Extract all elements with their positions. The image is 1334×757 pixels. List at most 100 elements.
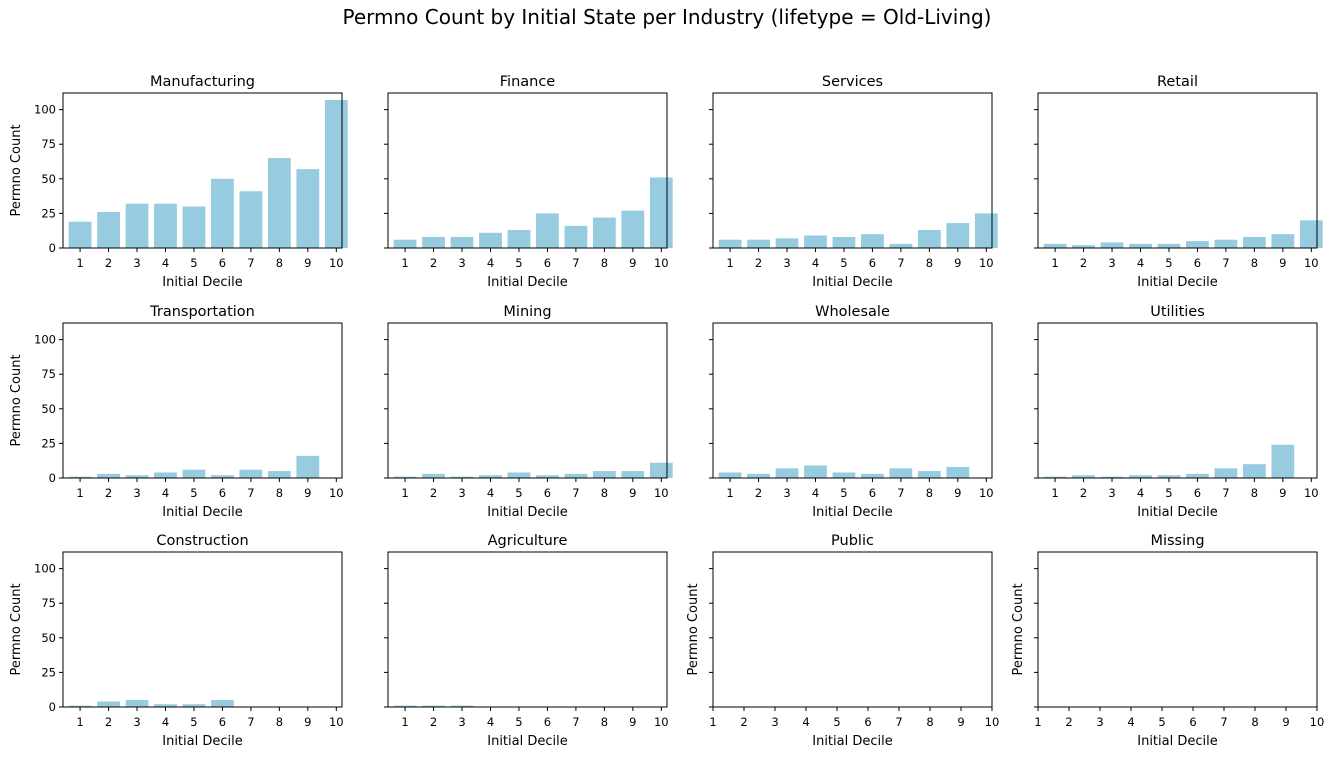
panel-12-axes-frame <box>1037 551 1318 708</box>
panel-1-ytick-label: 50 <box>41 172 56 186</box>
panel-2-bar-7 <box>564 225 588 248</box>
panel-3-bar-7 <box>889 243 913 248</box>
panel-5-ylabel: Permno Count <box>9 354 24 446</box>
panel-9-xtick-label: 7 <box>247 715 254 729</box>
panel-2-xtick-label: 6 <box>544 256 551 270</box>
panel-3-title: Services <box>822 74 883 90</box>
panel-10-xtick-label: 5 <box>515 715 522 729</box>
panel-11-xlabel: Initial Decile <box>812 734 892 749</box>
panel-5-xtick-label: 6 <box>219 486 226 500</box>
panel-8-xtick-label: 6 <box>1194 486 1201 500</box>
panel-6-xtick-label: 4 <box>487 486 494 500</box>
panel-7-bar-3 <box>775 468 799 478</box>
panel-12-xtick-label: 9 <box>1282 715 1289 729</box>
panel-6-bar-10 <box>649 462 673 478</box>
panel-1-ytick-label: 75 <box>41 137 56 151</box>
panel-2: 1 2 3 4 5 6 7 8 9 10 Finance Initial Decile <box>384 74 673 290</box>
panel-1-xtick-label: 6 <box>219 256 226 270</box>
panel-2-bar-2 <box>422 236 445 248</box>
panel-5-bar-9 <box>296 455 320 478</box>
panel-3: 1 2 3 4 5 6 7 8 9 10 Services Initial Decile <box>709 74 998 290</box>
panel-5-title: Transportation <box>149 304 255 320</box>
panel-11-xtick-label: 1 <box>709 715 716 729</box>
panel-8-xtick-label: 2 <box>1080 486 1087 500</box>
panel-6-xtick-label: 7 <box>572 486 579 500</box>
panel-3-bar-9 <box>946 223 970 248</box>
panel-2-bar-10 <box>649 177 673 248</box>
panel-4-xtick-label: 8 <box>1251 256 1258 270</box>
panel-1-bar-5 <box>182 206 206 248</box>
panel-11-xtick-label: 9 <box>957 715 964 729</box>
panel-4-bar-4 <box>1129 243 1152 248</box>
panel-8-bar-5 <box>1157 475 1181 478</box>
panel-4-xtick-label: 6 <box>1194 256 1201 270</box>
figure-title: Permno Count by Initial State per Indust… <box>342 5 992 29</box>
panel-3-bar-3 <box>775 238 799 248</box>
panel-8-xtick-label: 9 <box>1279 486 1286 500</box>
panel-7-bar-4 <box>804 465 827 478</box>
panel-9-ytick-label: 0 <box>49 700 56 714</box>
panel-2-xtick-label: 3 <box>458 256 465 270</box>
panel-11-title: Public <box>831 533 874 549</box>
panel-11-xtick-label: 5 <box>833 715 840 729</box>
panel-3-xtick-label: 6 <box>869 256 876 270</box>
panel-5-ytick-label: 100 <box>34 333 56 347</box>
panel-7-xtick-label: 6 <box>869 486 876 500</box>
panel-1-ylabel: Permno Count <box>9 124 24 216</box>
panel-12-xtick-label: 8 <box>1251 715 1258 729</box>
panel-1-bar-9 <box>296 169 320 248</box>
panel-6-xtick-label: 9 <box>629 486 636 500</box>
panel-8-title: Utilities <box>1150 304 1205 320</box>
panel-4-bar-9 <box>1271 234 1295 248</box>
panel-9-bar-4 <box>154 704 177 707</box>
panel-3-xtick-label: 8 <box>926 256 933 270</box>
panel-1-xtick-label: 10 <box>329 256 344 270</box>
panel-2-bar-6 <box>536 213 559 248</box>
panel-7-xtick-label: 8 <box>926 486 933 500</box>
panel-11-xtick-label: 8 <box>926 715 933 729</box>
panel-2-xtick-label: 9 <box>629 256 636 270</box>
panel-6-xtick-label: 6 <box>544 486 551 500</box>
panel-12-xtick-label: 2 <box>1065 715 1072 729</box>
panel-12-title: Missing <box>1150 533 1204 549</box>
panel-8-xtick-label: 5 <box>1165 486 1172 500</box>
panel-6-xtick-label: 3 <box>458 486 465 500</box>
panel-5-bar-2 <box>97 473 120 478</box>
panel-12-xtick-label: 5 <box>1158 715 1165 729</box>
panel-9-axes-frame <box>62 551 343 708</box>
panel-5-xtick-label: 5 <box>190 486 197 500</box>
panel-5-xtick-label: 10 <box>329 486 344 500</box>
panel-6-title: Mining <box>503 304 551 320</box>
panel-1: 0 25 50 75 100 1 2 3 4 5 6 7 8 9 10 Manufacturing Initia… <box>9 74 348 290</box>
panel-8-xlabel: Initial Decile <box>1137 505 1217 520</box>
panel-5-xtick-label: 1 <box>76 486 83 500</box>
panel-3-xtick-label: 4 <box>812 256 819 270</box>
panel-2-bar-3 <box>450 236 474 248</box>
panel-6-bar-5 <box>507 472 531 478</box>
panel-1-title: Manufacturing <box>150 74 255 90</box>
panel-9-ytick-label: 100 <box>34 562 56 576</box>
panel-10-xtick-label: 10 <box>654 715 669 729</box>
panel-6-xtick-label: 5 <box>515 486 522 500</box>
panel-11-xtick-label: 4 <box>802 715 809 729</box>
panel-8-bar-7 <box>1214 468 1238 478</box>
panel-5-ytick-label: 50 <box>41 402 56 416</box>
panel-7-bar-5 <box>832 472 856 478</box>
panel-4-bar-8 <box>1242 236 1266 248</box>
panel-10-xtick-label: 6 <box>544 715 551 729</box>
panel-5-xtick-label: 9 <box>304 486 311 500</box>
panel-8-bar-4 <box>1129 475 1152 478</box>
panel-8-bar-8 <box>1242 464 1266 478</box>
panel-10-title: Agriculture <box>488 533 568 549</box>
panel-9-xtick-label: 5 <box>190 715 197 729</box>
panel-6-bar-7 <box>564 473 588 478</box>
panel-6-bar-9 <box>621 471 645 478</box>
panel-2-title: Finance <box>500 74 556 90</box>
panel-10-xtick-label: 4 <box>487 715 494 729</box>
panel-11-xtick-label: 2 <box>740 715 747 729</box>
panel-12-xtick-label: 10 <box>1310 715 1325 729</box>
panel-4-xtick-label: 9 <box>1279 256 1286 270</box>
panel-8-xtick-label: 10 <box>1304 486 1319 500</box>
panel-8-xtick-label: 7 <box>1222 486 1229 500</box>
panel-7-xtick-label: 10 <box>979 486 994 500</box>
